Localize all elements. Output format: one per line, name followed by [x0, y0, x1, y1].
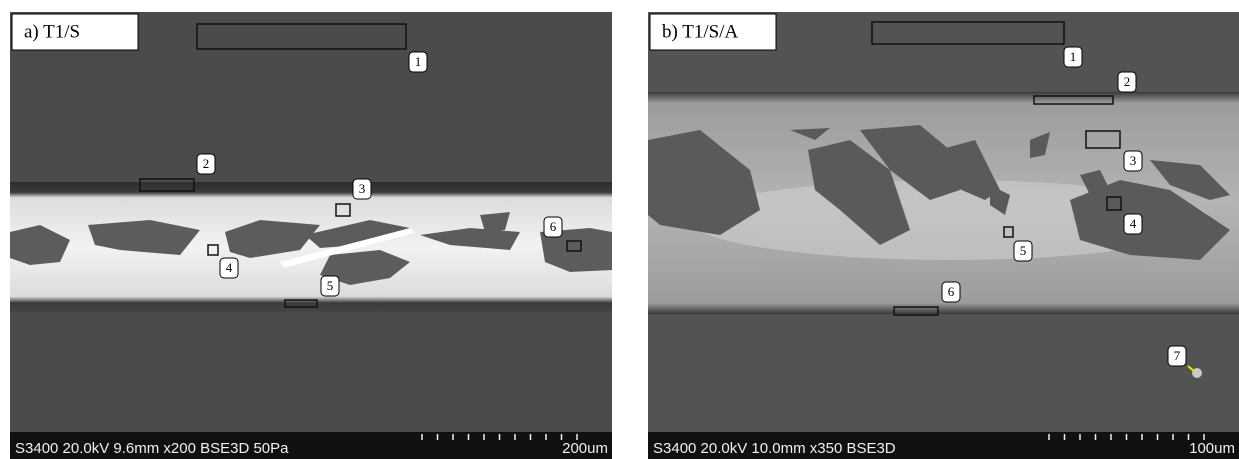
scale-label: 100um	[1189, 440, 1235, 457]
panel-label: b) T1/S/A	[662, 21, 738, 42]
marker-number: 4	[1130, 216, 1137, 231]
figure: a) T1/S 1 2 3 4 5 6 S3400 20.0kV 9.6mm x200 BSE…	[0, 0, 1239, 459]
instrument-info: S3400 20.0kV 9.6mm x200 BSE3D 50Pa	[15, 440, 289, 457]
marker-number: 2	[203, 156, 210, 171]
marker-number: 5	[327, 278, 334, 293]
micrograph-a	[10, 12, 612, 459]
marker-number: 3	[1130, 153, 1137, 168]
marker-number: 1	[1070, 49, 1077, 64]
marker-number: 7	[1174, 348, 1181, 363]
marker-number: 1	[415, 54, 422, 69]
marker-number: 2	[1124, 74, 1131, 89]
marker-number: 3	[359, 181, 366, 196]
marker-number: 4	[226, 260, 233, 275]
panel-label: a) T1/S	[24, 21, 80, 42]
instrument-info: S3400 20.0kV 10.0mm x350 BSE3D	[653, 440, 896, 457]
marker-number: 6	[550, 219, 557, 234]
scale-label: 200um	[562, 440, 608, 457]
micrograph-b	[648, 12, 1239, 459]
marker-number: 6	[948, 284, 955, 299]
marker-number: 5	[1020, 243, 1027, 258]
